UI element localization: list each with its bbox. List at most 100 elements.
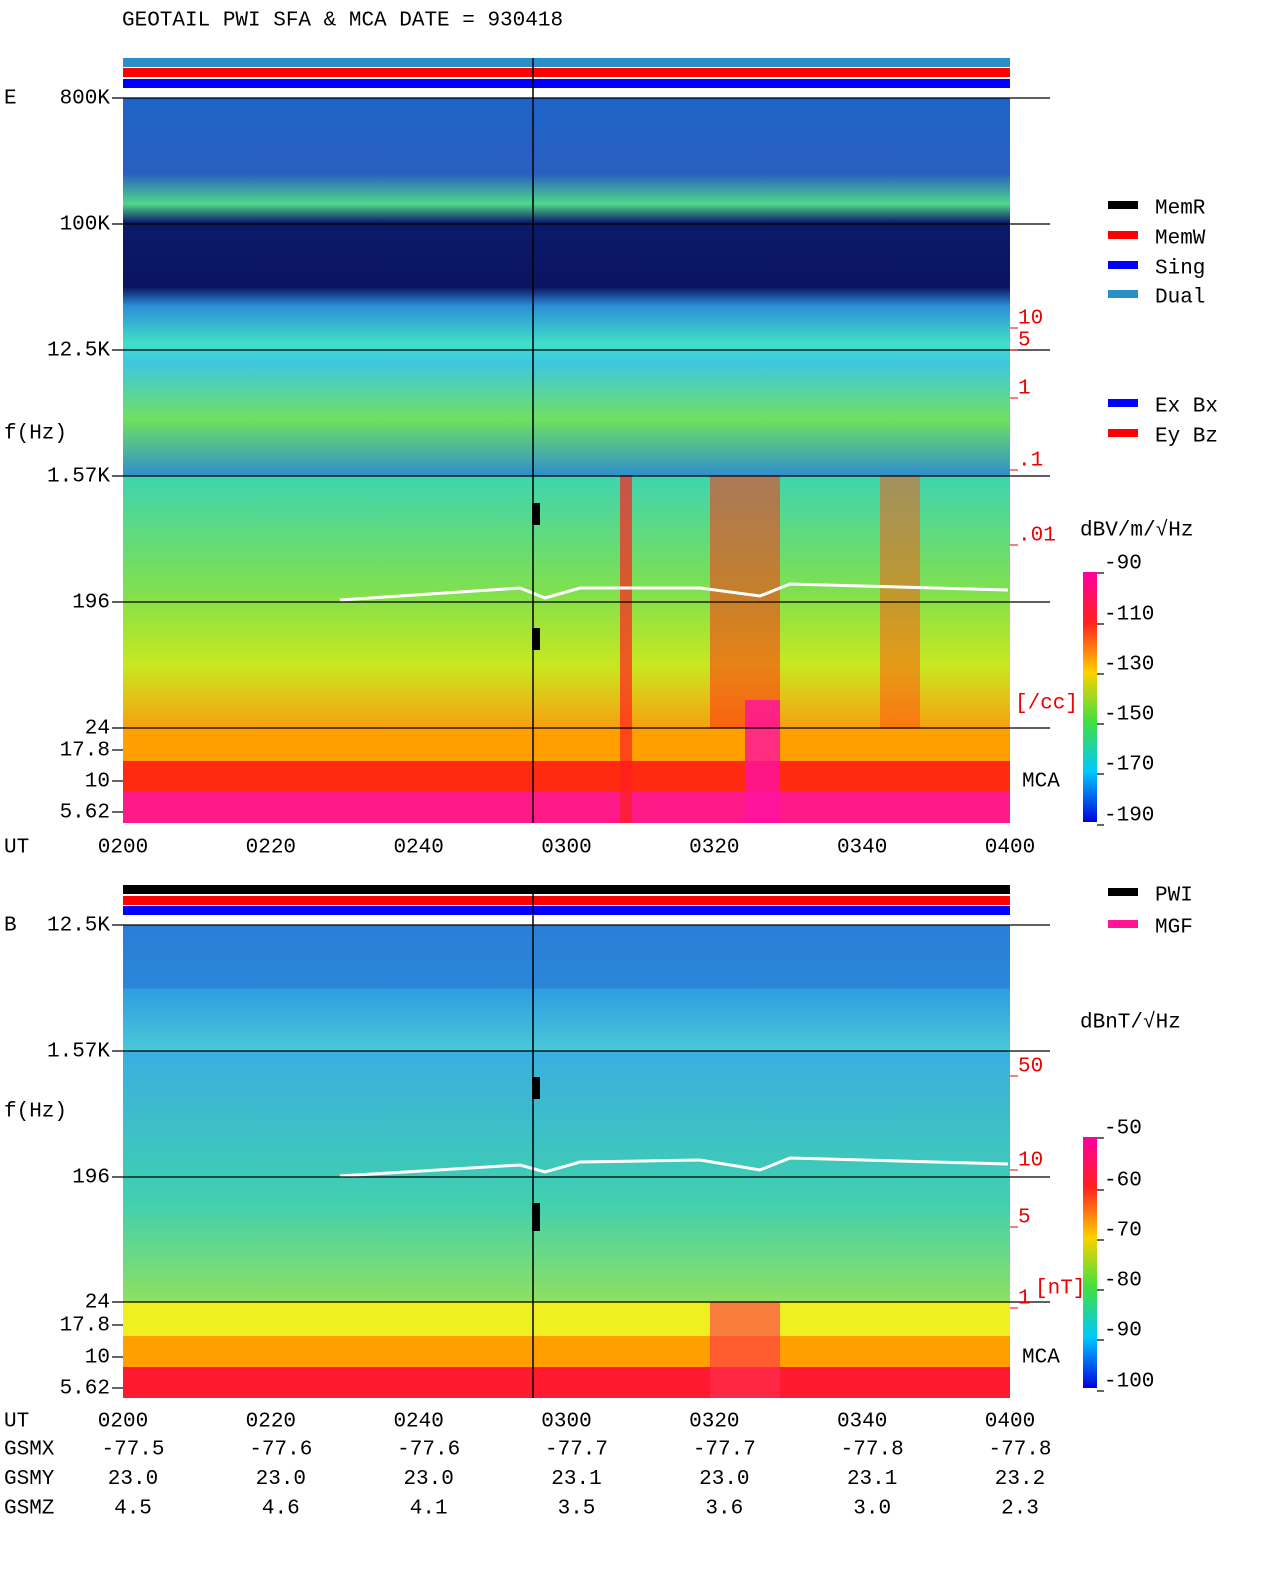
y-tick-label: 1.57K: [47, 466, 110, 489]
x-tick-label: 0340: [837, 837, 887, 860]
orbit-value: 23.2: [995, 1468, 1045, 1491]
x-tick-label: 0220: [246, 1411, 296, 1434]
orbit-value: -77.5: [101, 1439, 164, 1462]
orbit-value: 3.5: [558, 1498, 596, 1521]
x-tick-label: 0200: [98, 837, 148, 860]
colorbar-tick-label: -150: [1104, 704, 1154, 727]
colorbar-unit: dBV/m/√Hz: [1080, 519, 1193, 543]
colorbar-tick-label: -50: [1104, 1118, 1142, 1141]
colorbar-tick-label: -60: [1104, 1170, 1142, 1193]
orbit-value: 3.0: [853, 1498, 891, 1521]
x-tick-label: 0320: [689, 837, 739, 860]
right-tick-label: 1: [1018, 378, 1031, 401]
y-tick-label: 10: [85, 771, 110, 794]
orbit-value: -77.8: [988, 1439, 1051, 1462]
orbit-value: -77.6: [397, 1439, 460, 1462]
x-tick-label: 0300: [541, 837, 591, 860]
legend-swatch: [1108, 429, 1138, 437]
y-tick-label: 12.5K: [47, 340, 110, 363]
colorbar-tick-label: -70: [1104, 1220, 1142, 1243]
orbit-label: GSMZ: [4, 1498, 54, 1521]
orbit-value: 4.1: [410, 1498, 448, 1521]
y-tick-label: 196: [72, 592, 110, 615]
right-unit: [/cc]: [1015, 693, 1078, 716]
x-tick-label: 0400: [985, 1411, 1035, 1434]
colorbar-e: [1083, 572, 1097, 822]
legend-label: PWI: [1155, 885, 1193, 908]
legend-label: MGF: [1155, 917, 1193, 940]
colorbar-b: [1083, 1137, 1097, 1388]
legend-label: Dual: [1155, 287, 1205, 310]
orbit-value: 23.0: [256, 1468, 306, 1491]
y-tick-label: 17.8: [60, 740, 110, 763]
colorbar-tick-label: -170: [1104, 754, 1154, 777]
orbit-label: GSMY: [4, 1468, 55, 1491]
orbit-value: 23.1: [847, 1468, 897, 1491]
y-tick-label: 196: [72, 1167, 110, 1190]
colorbar-tick-label: -90: [1104, 1320, 1142, 1343]
x-tick-label: 0200: [98, 1411, 148, 1434]
panel-label: B: [4, 915, 17, 938]
legend-label: MemR: [1155, 198, 1206, 221]
x-tick-label: 0220: [246, 837, 296, 860]
colorbar-tick-label: -130: [1104, 654, 1154, 677]
orbit-value: 4.6: [262, 1498, 300, 1521]
x-axis-label: UT: [4, 837, 29, 860]
y-tick-label: 800K: [60, 88, 111, 111]
y-tick-label: 5.62: [60, 802, 110, 825]
orbit-value: 23.0: [403, 1468, 453, 1491]
y-tick-label: 1.57K: [47, 1041, 110, 1064]
legend-swatch: [1108, 888, 1138, 896]
right-tick-label: 50: [1018, 1056, 1043, 1079]
orbit-value: -77.6: [249, 1439, 312, 1462]
orbit-value: -77.7: [545, 1439, 608, 1462]
right-tick-label: 10: [1018, 308, 1043, 331]
legend-swatch: [1108, 399, 1138, 407]
y-axis-label: f(Hz): [4, 1101, 67, 1124]
x-tick-label: 0340: [837, 1411, 887, 1434]
right-tick-label: 5: [1018, 1207, 1031, 1230]
x-tick-label: 0240: [393, 1411, 443, 1434]
mca-label: MCA: [1022, 1347, 1060, 1370]
x-tick-label: 0320: [689, 1411, 739, 1434]
legend-label: Sing: [1155, 258, 1205, 281]
right-unit: [nT]: [1035, 1278, 1085, 1301]
legend-swatch: [1108, 290, 1138, 298]
colorbar-tick-label: -80: [1104, 1270, 1142, 1293]
orbit-value: -77.7: [693, 1439, 756, 1462]
legend-swatch: [1108, 261, 1138, 269]
x-tick-label: 0240: [393, 837, 443, 860]
orbit-value: 23.0: [699, 1468, 749, 1491]
y-tick-label: 12.5K: [47, 915, 110, 938]
spectrogram-e: [123, 58, 1010, 823]
y-tick-label: 17.8: [60, 1315, 110, 1338]
title: GEOTAIL PWI SFA & MCA DATE = 930418: [122, 10, 563, 33]
mca-label: MCA: [1022, 771, 1060, 794]
legend-swatch: [1108, 201, 1138, 209]
orbit-value: 4.5: [114, 1498, 152, 1521]
legend-label: Ex Bx: [1155, 396, 1218, 419]
y-axis-label: f(Hz): [4, 423, 67, 446]
spectrogram-b: [123, 885, 1010, 1398]
legend-swatch: [1108, 920, 1138, 928]
y-tick-label: 24: [85, 1292, 110, 1315]
x-axis-label: UT: [4, 1411, 29, 1434]
orbit-value: 2.3: [1001, 1498, 1039, 1521]
legend-swatch: [1108, 231, 1138, 239]
orbit-value: -77.8: [841, 1439, 904, 1462]
right-tick-label: 1: [1018, 1288, 1031, 1311]
orbit-value: 3.6: [705, 1498, 743, 1521]
right-tick-label: 10: [1018, 1150, 1043, 1173]
y-tick-label: 100K: [60, 214, 111, 237]
colorbar-tick-label: -110: [1104, 604, 1154, 627]
orbit-label: GSMX: [4, 1439, 55, 1462]
y-tick-label: 24: [85, 718, 110, 741]
legend-label: Ey Bz: [1155, 426, 1218, 449]
x-tick-label: 0400: [985, 837, 1035, 860]
colorbar-unit: dBnT/√Hz: [1080, 1011, 1181, 1035]
right-tick-label: .1: [1018, 450, 1043, 473]
colorbar-tick-label: -90: [1104, 553, 1142, 576]
y-tick-label: 5.62: [60, 1378, 110, 1401]
